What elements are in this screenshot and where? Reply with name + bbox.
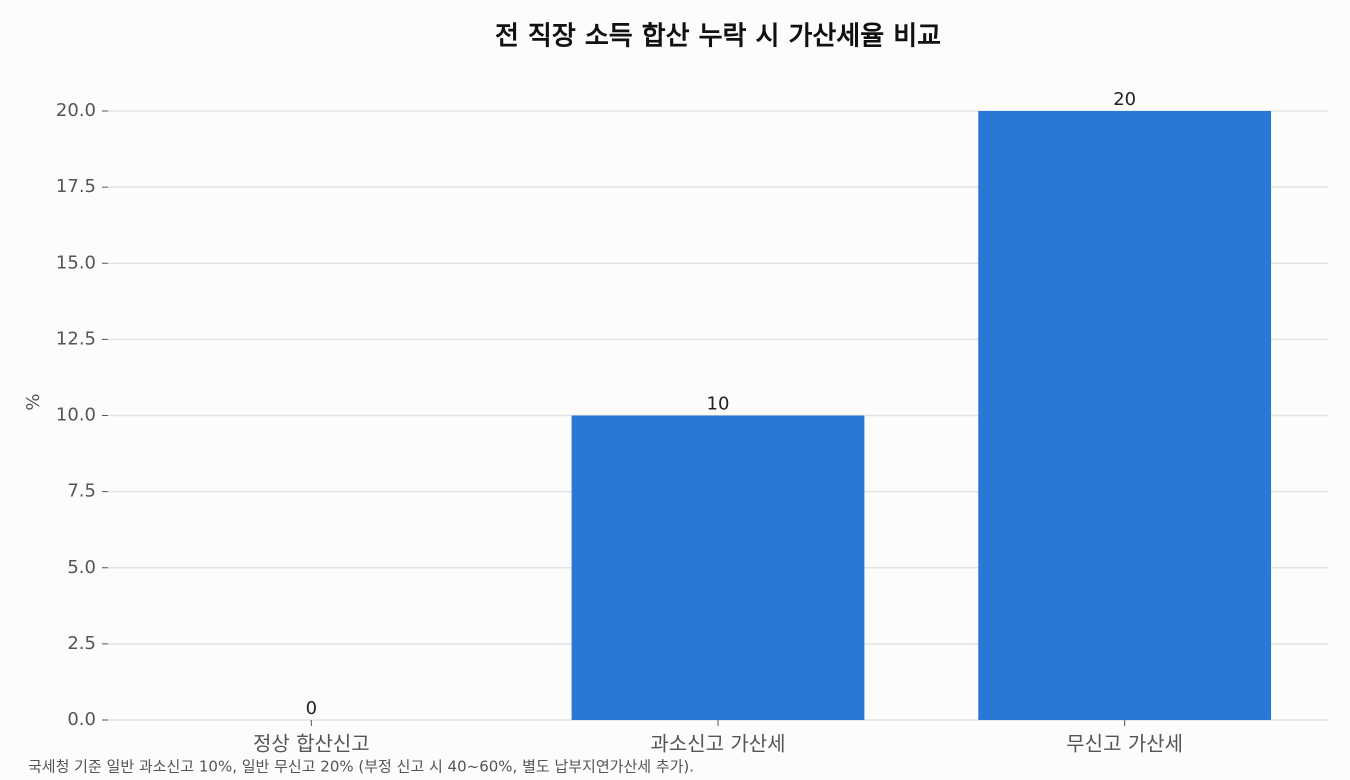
x-tick-label: 정상 합산신고 [253,732,370,756]
y-tick-label: 20.0 [56,100,96,121]
y-tick-label: 2.5 [67,633,96,654]
y-tick-label: 7.5 [67,481,96,502]
value-label: 20 [1113,89,1136,110]
value-label: 10 [707,394,730,415]
bar [571,415,865,720]
y-tick-label: 12.5 [56,328,96,349]
y-tick-label: 17.5 [56,176,96,197]
chart-title: 전 직장 소득 합산 누락 시 가산세율 비교 [495,22,941,52]
y-tick-label: 5.0 [67,557,96,578]
value-label: 0 [306,698,317,719]
y-axis-label: % [23,393,44,410]
footnote: 국세청 기준 일반 과소신고 10%, 일반 무신고 20% (부정 신고 시 … [28,758,694,776]
y-tick-label: 10.0 [56,405,96,426]
x-tick-label: 과소신고 가산세 [650,732,785,756]
bar [978,111,1272,720]
y-tick-label: 15.0 [56,252,96,273]
x-tick-label: 무신고 가산세 [1066,732,1183,756]
y-tick-label: 0.0 [67,709,96,730]
